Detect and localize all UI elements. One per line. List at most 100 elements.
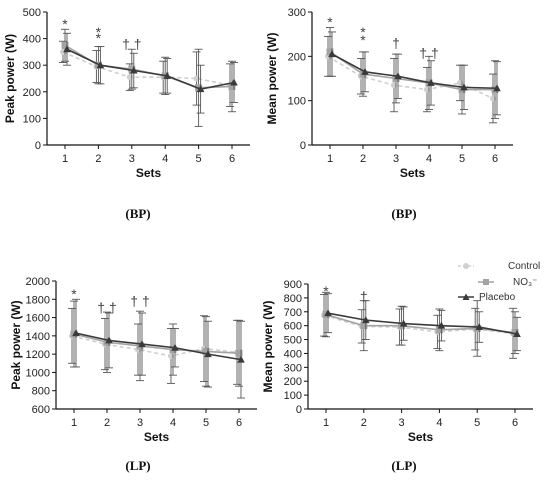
x-tick-label: 3 [129, 153, 135, 165]
y-tick-label: 1200 [26, 349, 50, 361]
x-tick-label: 4 [170, 417, 176, 429]
x-tick-label: 5 [459, 153, 465, 165]
y-axis-title: Mean power (W) [261, 300, 275, 392]
series-line-control [62, 51, 231, 86]
y-tick-label: 500 [284, 335, 302, 347]
panel-caption: (LP) [125, 458, 150, 473]
y-tick-label: 400 [23, 34, 41, 46]
series-line-nitrate [64, 44, 233, 89]
panel-caption: (BP) [125, 206, 150, 221]
x-axis-title: Sets [136, 166, 162, 180]
x-tick-label: 6 [229, 153, 235, 165]
data-point-placebo [130, 66, 138, 74]
y-tick-label: 1000 [26, 367, 50, 379]
x-tick-label: 3 [393, 153, 399, 165]
x-tick-label: 6 [236, 417, 242, 429]
data-point-control [168, 352, 174, 359]
legend-circle-marker [463, 263, 469, 269]
y-tick-label: 600 [32, 404, 50, 416]
data-point-placebo [460, 83, 468, 91]
y-axis-title: Peak power (W) [9, 300, 23, 389]
significance-marker: * [96, 30, 102, 46]
series-line-placebo [66, 48, 235, 90]
series-placebo [72, 298, 245, 399]
y-tick-label: 200 [23, 87, 41, 99]
x-tick-label: 5 [196, 153, 202, 165]
x-tick-label: 2 [361, 417, 367, 429]
y-tick-label: 1400 [26, 331, 50, 343]
legend-entry-control: Control [458, 261, 540, 272]
data-point-placebo [361, 67, 369, 75]
data-point-placebo [362, 316, 370, 324]
data-point-placebo [105, 336, 113, 344]
data-point-nitrate [360, 322, 368, 330]
data-point-nitrate [435, 326, 443, 334]
series-nitrate [70, 300, 243, 387]
panel-caption: (BP) [391, 206, 416, 221]
y-tick-label: 200 [288, 51, 306, 63]
series-control [68, 307, 241, 385]
series-line-placebo [75, 332, 242, 361]
y-tick-label: 800 [32, 386, 50, 398]
y-tick-label: 600 [284, 321, 302, 333]
x-axis-title: Sets [400, 166, 426, 180]
data-point-placebo [437, 321, 446, 329]
y-tick-label: 2000 [26, 276, 50, 288]
significance-marker: † † [130, 293, 149, 309]
significance-marker: * [96, 24, 102, 40]
x-tick-label: 5 [474, 417, 480, 429]
y-tick-label: 700 [284, 307, 302, 319]
data-point-placebo [96, 61, 105, 69]
y-tick-label: 900 [284, 279, 302, 291]
significance-marker: † † [122, 36, 141, 52]
x-tick-label: 1 [62, 153, 68, 165]
y-tick-label: 0 [300, 140, 306, 152]
data-point-placebo [513, 330, 521, 337]
significance-marker: * [323, 283, 329, 299]
data-point-placebo [394, 72, 402, 80]
series-nitrate [326, 27, 499, 119]
y-tick-label: 300 [284, 362, 302, 374]
data-point-nitrate [228, 82, 236, 90]
data-point-placebo [196, 85, 205, 93]
y-tick-label: 0 [296, 404, 302, 416]
series-placebo [328, 31, 501, 116]
data-point-placebo [328, 50, 336, 58]
y-tick-label: 0 [35, 140, 41, 152]
y-tick-label: 300 [23, 60, 41, 72]
y-tick-label: 200 [284, 376, 302, 388]
series-placebo [63, 32, 238, 114]
y-tick-label: 1600 [26, 313, 50, 325]
data-point-placebo [237, 355, 245, 363]
data-point-nitrate [202, 347, 210, 355]
legend-label-nitrate: NO₃⁻ [513, 277, 537, 288]
significance-marker: † † [97, 300, 116, 316]
legend-entry-nitrate: NO₃⁻ [478, 277, 537, 288]
significance-marker: * [71, 286, 77, 302]
series-placebo [324, 293, 521, 352]
series-line-placebo [331, 53, 498, 90]
y-tick-label: 100 [288, 96, 306, 108]
x-tick-label: 1 [327, 153, 333, 165]
series-line-placebo [327, 312, 518, 335]
legend-triangle-marker [462, 293, 470, 300]
y-tick-label: 100 [23, 113, 41, 125]
significance-marker: † † [419, 45, 438, 61]
data-point-placebo [204, 350, 212, 358]
data-point-nitrate [235, 349, 243, 357]
data-point-control [490, 95, 496, 102]
legend-label-control: Control [508, 261, 540, 272]
x-tick-label: 3 [137, 417, 143, 429]
data-point-control [457, 79, 463, 86]
x-tick-label: 2 [95, 153, 101, 165]
significance-marker: * [360, 24, 366, 40]
data-point-control [424, 86, 430, 93]
data-point-control [193, 75, 200, 82]
y-tick-label: 100 [284, 390, 302, 402]
data-point-nitrate [511, 329, 519, 337]
y-tick-label: 800 [284, 293, 302, 305]
x-axis-title: Sets [408, 430, 434, 444]
significance-marker: † [392, 35, 400, 51]
x-tick-label: 6 [492, 153, 498, 165]
